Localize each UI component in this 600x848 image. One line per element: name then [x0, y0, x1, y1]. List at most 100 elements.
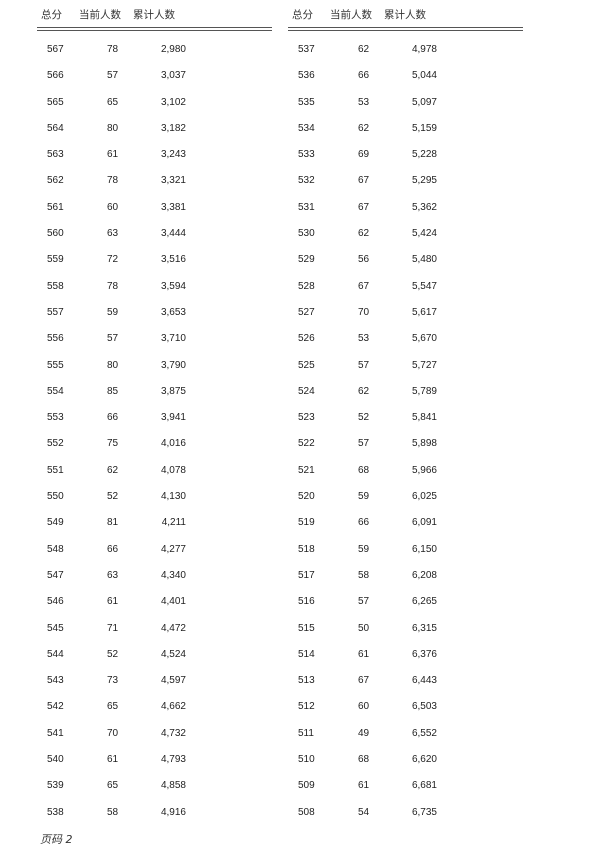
table-row: 516 57 6,265: [288, 594, 523, 620]
table-row: 524 62 5,789: [288, 384, 523, 410]
cell-total-score: 531: [298, 201, 315, 213]
cell-total-score: 544: [47, 648, 64, 660]
table-row: 529 56 5,480: [288, 252, 523, 278]
cell-current-count: 56: [358, 254, 370, 266]
cell-total-score: 537: [298, 44, 315, 55]
cell-current-count: 61: [358, 648, 370, 660]
cell-current-count: 59: [107, 306, 119, 318]
table-row: 557 59 3,653: [37, 305, 272, 331]
cell-current-count: 80: [107, 122, 119, 134]
cell-total-score: 509: [298, 780, 315, 792]
cell-current-count: 57: [107, 333, 119, 345]
cell-total-score: 555: [47, 359, 64, 371]
cell-total-score: 532: [298, 175, 315, 187]
table-row: 548 66 4,277: [37, 542, 272, 568]
table-row: 552 75 4,016: [37, 436, 272, 462]
cell-total-score: 565: [47, 96, 64, 108]
cell-current-count: 65: [107, 701, 119, 713]
cell-total-score: 562: [47, 175, 64, 187]
cell-cumulative-count: 5,898: [411, 438, 437, 450]
cell-cumulative-count: 4,732: [160, 727, 186, 739]
cell-total-score: 539: [47, 780, 64, 792]
cell-cumulative-count: 4,793: [160, 754, 186, 766]
cell-cumulative-count: 6,620: [411, 754, 437, 766]
cell-current-count: 67: [358, 280, 370, 292]
header-total-score: 总分: [292, 9, 313, 21]
cell-current-count: 67: [358, 175, 370, 187]
cell-cumulative-count: 5,547: [411, 280, 437, 292]
cell-total-score: 559: [47, 254, 64, 266]
table-row: 545 71 4,472: [37, 621, 272, 647]
table-row: 526 53 5,670: [288, 331, 523, 357]
cell-total-score: 517: [298, 569, 315, 581]
header-current-count: 当前人数: [79, 9, 121, 21]
cell-current-count: 85: [107, 385, 119, 397]
table-row: 530 62 5,424: [288, 226, 523, 252]
cell-cumulative-count: 3,102: [160, 96, 186, 108]
cell-current-count: 58: [107, 806, 119, 818]
table-row: 510 68 6,620: [288, 752, 523, 778]
cell-cumulative-count: 5,424: [411, 228, 437, 240]
cell-current-count: 57: [358, 596, 370, 608]
table-row: 543 73 4,597: [37, 673, 272, 699]
cell-total-score: 522: [298, 438, 315, 450]
table-row: 525 57 5,727: [288, 358, 523, 384]
table-row: 534 62 5,159: [288, 121, 523, 147]
cell-current-count: 71: [107, 622, 119, 634]
table-row: 519 66 6,091: [288, 515, 523, 541]
cell-total-score: 529: [298, 254, 315, 266]
cell-total-score: 514: [298, 648, 315, 660]
table-row: 546 61 4,401: [37, 594, 272, 620]
table-row: 565 65 3,102: [37, 95, 272, 121]
table-body: 537 62 4,978 536 66 5,044 535 53 5,097 534 62 5,159…: [288, 42, 523, 831]
cell-current-count: 68: [358, 464, 370, 476]
cell-total-score: 535: [298, 96, 315, 108]
cell-cumulative-count: 5,789: [411, 385, 437, 397]
cell-cumulative-count: 3,790: [160, 359, 186, 371]
cell-current-count: 57: [358, 438, 370, 450]
table-row: 514 61 6,376: [288, 647, 523, 673]
cell-current-count: 65: [107, 96, 119, 108]
cell-total-score: 519: [298, 517, 315, 529]
cell-cumulative-count: 4,340: [160, 569, 186, 581]
table-row: 527 70 5,617: [288, 305, 523, 331]
cell-cumulative-count: 5,159: [411, 122, 437, 134]
cell-total-score: 524: [298, 385, 315, 397]
cell-cumulative-count: 5,617: [411, 306, 437, 318]
cell-cumulative-count: 5,362: [411, 201, 437, 213]
cell-total-score: 547: [47, 569, 64, 581]
cell-current-count: 62: [358, 228, 370, 240]
table-row: 550 52 4,130: [37, 489, 272, 515]
cell-cumulative-count: 5,841: [411, 412, 437, 424]
cell-total-score: 557: [47, 306, 64, 318]
cell-current-count: 66: [107, 412, 119, 424]
cell-current-count: 66: [107, 543, 119, 555]
table-row: 559 72 3,516: [37, 252, 272, 278]
cell-total-score: 534: [298, 122, 315, 134]
table-row: 537 62 4,978: [288, 42, 523, 68]
cell-cumulative-count: 6,681: [411, 780, 437, 792]
cell-current-count: 68: [358, 754, 370, 766]
cell-cumulative-count: 5,097: [411, 96, 437, 108]
cell-total-score: 564: [47, 122, 64, 134]
cell-cumulative-count: 6,315: [411, 622, 437, 634]
cell-total-score: 523: [298, 412, 315, 424]
score-table-right: 总分 当前人数 累计人数 537 62 4,978 536 66 5,044 535 53 5,…: [288, 0, 523, 818]
table-row: 515 50 6,315: [288, 621, 523, 647]
table-row: 518 59 6,150: [288, 542, 523, 568]
cell-cumulative-count: 4,524: [160, 648, 186, 660]
table-row: 566 57 3,037: [37, 68, 272, 94]
header-rule: [288, 27, 523, 28]
cell-current-count: 59: [358, 543, 370, 555]
table-row: 523 52 5,841: [288, 410, 523, 436]
cell-cumulative-count: 5,727: [411, 359, 437, 371]
cell-cumulative-count: 4,472: [160, 622, 186, 634]
cell-current-count: 66: [358, 70, 370, 82]
table-row: 554 85 3,875: [37, 384, 272, 410]
cell-total-score: 512: [298, 701, 315, 713]
cell-current-count: 52: [107, 648, 119, 660]
cell-current-count: 78: [107, 44, 119, 55]
cell-current-count: 57: [358, 359, 370, 371]
cell-current-count: 52: [358, 412, 370, 424]
cell-cumulative-count: 6,443: [411, 675, 437, 687]
